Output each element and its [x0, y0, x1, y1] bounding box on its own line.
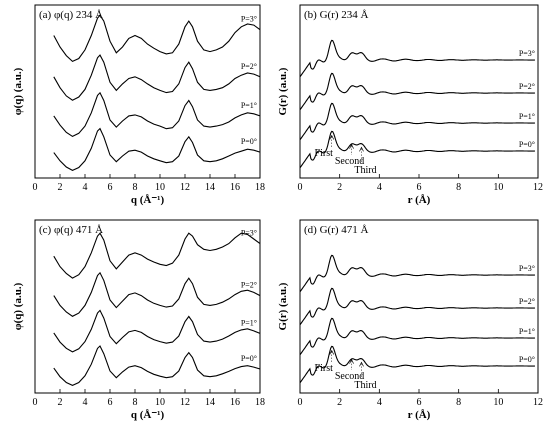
series-label: P=1° [241, 318, 257, 327]
x-tick-label: 4 [83, 182, 88, 193]
x-tick-label: 16 [230, 397, 240, 408]
series-label: P=3° [519, 264, 535, 273]
x-tick-label: 14 [205, 397, 215, 408]
x-tick-label: 10 [155, 182, 165, 193]
panel-title: (c) φ(q) 471 Å [39, 224, 103, 236]
panel-c: 0 2 4 6 8 10 12 14 16 18 (c) φ(q) 471 Å q (Å⁻¹) φ(q)… [12, 219, 265, 421]
plot-frame [34, 219, 261, 394]
series-label: P=0° [519, 140, 535, 149]
x-axis-label: q (Å⁻¹) [131, 194, 165, 206]
series-line [53, 345, 261, 387]
x-tick-label: 4 [83, 397, 88, 408]
series-line [53, 309, 261, 353]
series-line [299, 39, 536, 78]
x-tick-label: 2 [337, 397, 342, 408]
peak-arrow [359, 361, 364, 367]
peak-arrow [329, 134, 335, 140]
x-tick-label: 10 [155, 397, 165, 408]
series-line [299, 317, 536, 356]
y-axis-label: φ(q) (a.u.) [12, 67, 24, 115]
series-label: P=3° [241, 15, 257, 24]
panel-title: (b) G(r) 234 Å [304, 9, 369, 21]
peak-label: First [315, 148, 334, 159]
series-label: P=3° [241, 229, 257, 238]
y-axis-label: φ(q) (a.u.) [12, 282, 24, 330]
peak-label: First [315, 363, 334, 374]
series-line [299, 345, 536, 384]
peak-label: Second [335, 156, 364, 167]
x-tick-label: 6 [417, 397, 422, 408]
series-line [53, 127, 261, 172]
peak-arrow [349, 358, 354, 364]
panel-a: 0 2 4 6 8 10 12 14 16 18 (a) φ(q) 234 Å q (Å⁻¹) φ(q)… [12, 4, 265, 206]
series-line [53, 232, 261, 279]
x-tick-label: 4 [377, 182, 382, 193]
x-tick-label: 12 [533, 182, 543, 193]
series-label: P=1° [241, 101, 257, 110]
x-tick-label: 12 [533, 397, 543, 408]
x-tick-label: 10 [493, 182, 503, 193]
x-tick-label: 8 [133, 182, 138, 193]
x-tick-label: 18 [255, 182, 265, 193]
series-line [299, 287, 536, 326]
peak-arrow [329, 349, 335, 355]
y-axis-label: G(r) (a.u.) [277, 67, 289, 115]
series-label: P=0° [519, 355, 535, 364]
x-tick-label: 4 [377, 397, 382, 408]
x-tick-label: 12 [180, 182, 190, 193]
series-label: P=2° [519, 82, 535, 91]
plot-frame [34, 4, 261, 179]
series-label: P=2° [241, 62, 257, 71]
series-label: P=2° [241, 281, 257, 290]
series-line [53, 271, 261, 317]
series-label: P=1° [519, 112, 535, 121]
x-tick-label: 6 [108, 182, 113, 193]
series-label: P=0° [241, 354, 257, 363]
series-line [299, 102, 536, 141]
series-label: P=2° [519, 297, 535, 306]
x-tick-label: 0 [298, 397, 303, 408]
series-label: P=3° [519, 49, 535, 58]
peak-label: Third [354, 165, 376, 176]
x-tick-label: 10 [493, 397, 503, 408]
panel-d: 0 2 4 6 8 10 12 (d) G(r) 471 Å r (Å) G(r) (a.u.) P… [277, 219, 543, 421]
series-line [299, 254, 536, 293]
x-tick-label: 6 [417, 182, 422, 193]
peak-arrow [359, 146, 364, 152]
series-line [299, 72, 536, 111]
peak-arrow [349, 143, 354, 149]
x-tick-label: 14 [205, 182, 215, 193]
x-tick-label: 0 [298, 182, 303, 193]
x-tick-label: 0 [33, 397, 38, 408]
x-tick-label: 2 [58, 397, 63, 408]
series-label: P=1° [519, 327, 535, 336]
series-label: P=0° [241, 137, 257, 146]
y-axis-label: G(r) (a.u.) [277, 282, 289, 330]
x-tick-label: 6 [108, 397, 113, 408]
peak-label: Third [354, 380, 376, 391]
series-line [53, 14, 261, 63]
panel-title: (a) φ(q) 234 Å [39, 9, 103, 21]
panel-b: 0 2 4 6 8 10 12 (b) G(r) 234 Å r (Å) G(r) (a.u.) P… [277, 4, 543, 206]
x-axis-label: r (Å) [408, 409, 431, 421]
x-axis-label: r (Å) [408, 194, 431, 206]
series-line [53, 91, 261, 138]
x-tick-label: 8 [456, 182, 461, 193]
x-tick-label: 2 [58, 182, 63, 193]
x-tick-label: 0 [33, 182, 38, 193]
x-tick-label: 2 [337, 182, 342, 193]
x-tick-label: 18 [255, 397, 265, 408]
x-tick-label: 16 [230, 182, 240, 193]
series-line [299, 130, 536, 169]
series-line [53, 54, 261, 101]
x-tick-label: 8 [456, 397, 461, 408]
x-tick-label: 12 [180, 397, 190, 408]
x-tick-label: 8 [133, 397, 138, 408]
panel-title: (d) G(r) 471 Å [304, 224, 369, 236]
peak-label: Second [335, 371, 364, 382]
x-axis-label: q (Å⁻¹) [131, 409, 165, 421]
